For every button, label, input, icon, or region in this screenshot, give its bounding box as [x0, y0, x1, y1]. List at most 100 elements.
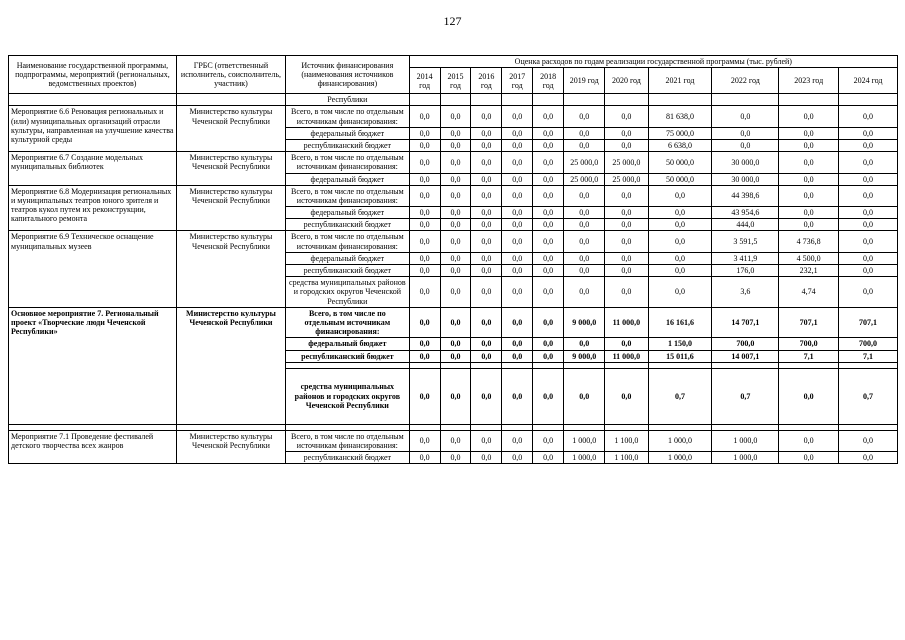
table-row: федеральный бюджет 0,0 0,0 0,0 0,0 0,0 0,0 0,0 0…: [9, 206, 898, 220]
value-cell: 0,0: [838, 218, 898, 232]
value-cell: 0,0: [647, 218, 713, 232]
value-cell: 1 000,0: [711, 451, 780, 465]
value-cell: 707,1: [838, 306, 898, 339]
value-cell: 0,0: [532, 263, 565, 278]
value-cell: 0,0: [778, 105, 840, 128]
value-cell: 7,1: [778, 349, 840, 363]
value-cell: 14 707,1: [711, 306, 780, 339]
funding-source-cell: федеральный бюджет: [285, 337, 410, 351]
measure-name-cell: Мероприятие 6.8 Модернизация региональны…: [8, 184, 177, 232]
value-cell: 0,0: [778, 206, 840, 220]
value-cell: 0,0: [838, 126, 898, 140]
grbs-cell: [175, 423, 287, 431]
value-cell: 0,0: [439, 367, 472, 425]
funding-source-cell: Всего, в том числе по отдельным источник…: [285, 230, 410, 253]
value-cell: 1 000,0: [563, 451, 606, 465]
value-cell: 700,0: [838, 337, 898, 351]
value-cell: 0,0: [838, 151, 898, 174]
budget-table: Наименование государственной программы, …: [8, 54, 899, 465]
value-cell: 43 954,6: [711, 206, 780, 220]
header-years-group: Оценка расходов по годам реализации госу…: [408, 54, 899, 69]
measure-name-cell: Мероприятие 6.9 Техническое оснащение му…: [8, 230, 177, 308]
value-cell: [647, 93, 713, 107]
value-cell: 0,0: [604, 367, 649, 425]
value-cell: 0,0: [838, 251, 898, 266]
funding-source-cell: республиканский бюджет: [285, 218, 410, 232]
value-cell: 0,0: [838, 138, 898, 153]
funding-source-cell: Всего, в том числе по отдельным источник…: [285, 105, 410, 128]
value-cell: 0,0: [501, 172, 534, 186]
value-cell: 0,0: [439, 349, 472, 363]
header-year-2023: 2023 год: [778, 67, 840, 95]
value-cell: [563, 93, 606, 107]
value-cell: 0,0: [563, 138, 606, 153]
funding-source-cell: федеральный бюджет: [285, 172, 410, 186]
grbs-cell: Министерство культуры Чеченской Республи…: [175, 151, 287, 186]
grbs-cell: Министерство культуры Чеченской Республи…: [175, 184, 287, 232]
value-cell: 0,0: [604, 337, 649, 351]
value-cell: 0,0: [838, 105, 898, 128]
value-cell: 0,0: [439, 126, 472, 140]
value-cell: 3,6: [711, 276, 780, 308]
value-cell: 0,0: [501, 230, 534, 253]
value-cell: 0,0: [532, 337, 565, 351]
value-cell: [532, 93, 565, 107]
value-cell: 0,0: [501, 367, 534, 425]
value-cell: 0,0: [439, 337, 472, 351]
value-cell: 0,0: [408, 263, 441, 278]
value-cell: 50 000,0: [647, 151, 713, 174]
value-cell: 0,0: [470, 451, 503, 465]
value-cell: [604, 93, 649, 107]
value-cell: 1 100,0: [604, 429, 649, 453]
value-cell: 0,0: [470, 337, 503, 351]
value-cell: 14 007,1: [711, 349, 780, 363]
value-cell: 4 500,0: [778, 251, 840, 266]
page-number: 127: [443, 14, 462, 28]
value-cell: 0,0: [532, 276, 565, 308]
value-cell: 444,0: [711, 218, 780, 232]
value-cell: 0,0: [838, 230, 898, 253]
value-cell: 25 000,0: [563, 151, 606, 174]
value-cell: 0,0: [563, 230, 606, 253]
funding-source-cell: республиканский бюджет: [285, 349, 410, 363]
value-cell: 0,0: [439, 451, 472, 465]
value-cell: 232,1: [778, 263, 840, 278]
value-cell: 1 100,0: [604, 451, 649, 465]
value-cell: 0,0: [408, 251, 441, 266]
value-cell: 0,0: [501, 429, 534, 453]
value-cell: 0,0: [408, 151, 441, 174]
value-cell: [439, 93, 472, 107]
header-years-row: 2014 год 2015 год 2016 год 2017 год 2018…: [9, 67, 898, 95]
value-cell: 1 000,0: [711, 429, 780, 453]
value-cell: 0,0: [439, 206, 472, 220]
value-cell: 3 591,5: [711, 230, 780, 253]
measure-name-cell: Мероприятие 6.7 Создание модельных муниц…: [8, 151, 177, 186]
value-cell: 0,0: [439, 184, 472, 208]
value-cell: 25 000,0: [563, 172, 606, 186]
value-cell: 0,0: [470, 306, 503, 339]
value-cell: 25 000,0: [604, 172, 649, 186]
header-year-2016: 2016 год: [470, 67, 503, 95]
value-cell: 0,0: [501, 451, 534, 465]
value-cell: 0,0: [838, 206, 898, 220]
table-row: Мероприятие 6.8 Модернизация региональны…: [8, 184, 898, 232]
value-cell: 0,0: [711, 105, 780, 128]
value-cell: 0,0: [501, 337, 534, 351]
header-year-2015: 2015 год: [439, 67, 472, 95]
value-cell: 0,0: [778, 138, 840, 153]
value-cell: 0,0: [778, 429, 840, 453]
table-row: республиканский бюджет 0,0 0,0 0,0 0,0 0,0 1 0…: [9, 451, 898, 465]
table-row: Мероприятие 6.6 Реновация региональных и…: [8, 105, 898, 153]
value-cell: 0,0: [604, 230, 649, 253]
value-cell: 30 000,0: [711, 172, 780, 186]
value-cell: 0,0: [838, 172, 898, 186]
value-cell: 0,0: [838, 276, 898, 308]
value-cell: 0,0: [647, 184, 713, 208]
value-cell: 0,0: [439, 263, 472, 278]
value-cell: 3 411,9: [711, 251, 780, 266]
value-cell: 0,0: [408, 138, 441, 153]
value-cell: 0,0: [439, 429, 472, 453]
header-year-2022: 2022 год: [711, 67, 780, 95]
value-cell: 0,0: [470, 367, 503, 425]
value-cell: 0,0: [778, 451, 840, 465]
